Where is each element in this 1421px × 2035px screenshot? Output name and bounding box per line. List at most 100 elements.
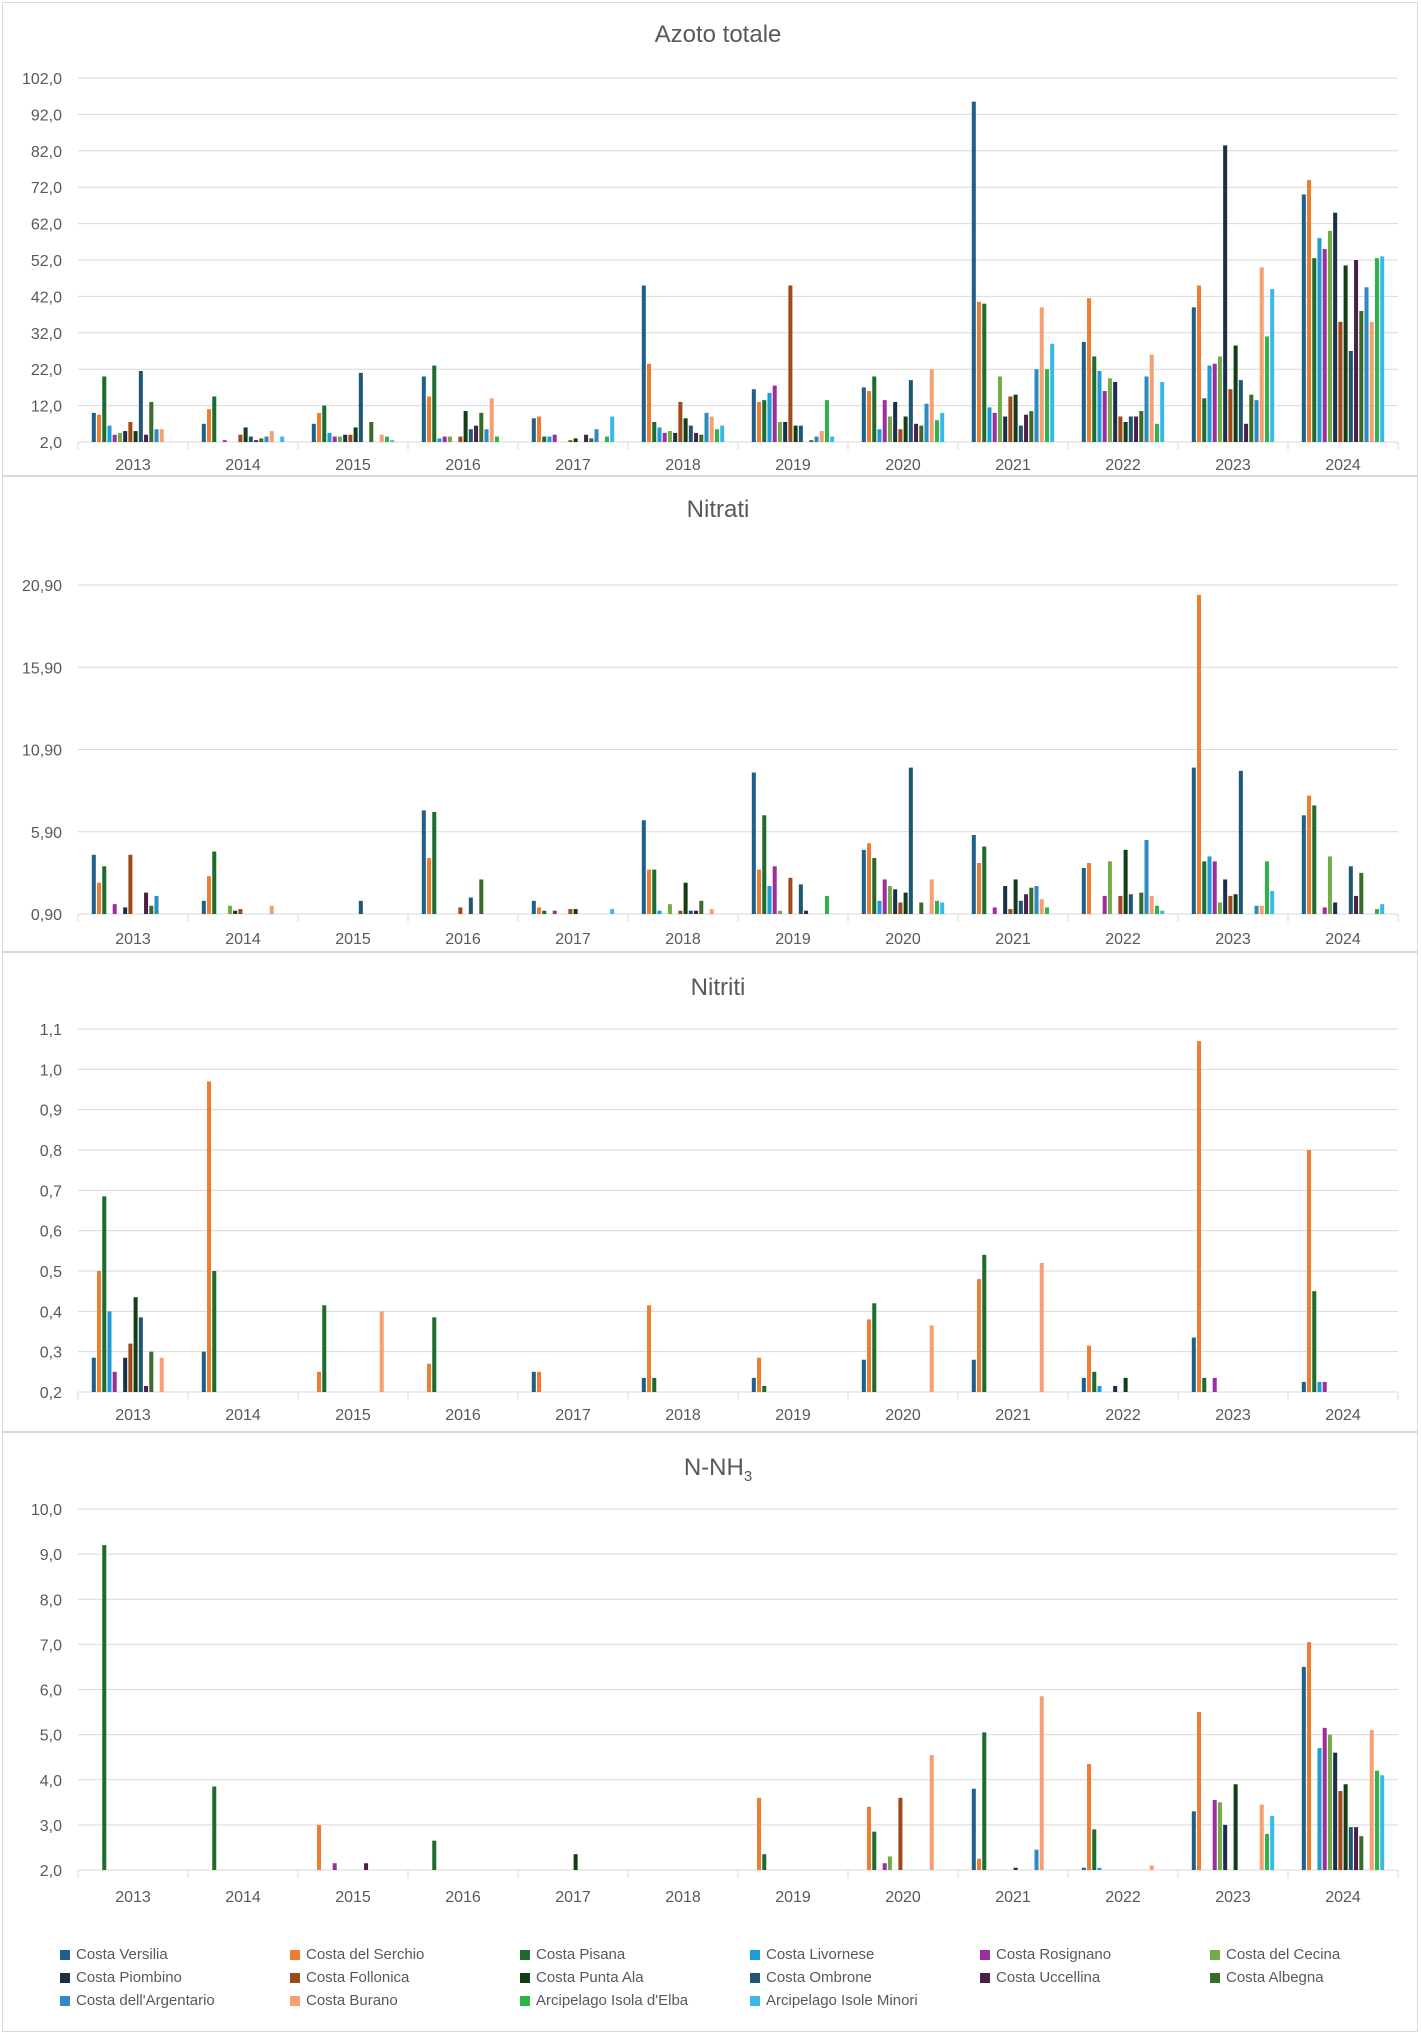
bar [1212, 1800, 1217, 1870]
bar [594, 429, 599, 442]
bar [212, 1786, 217, 1870]
x-tick-label: 2020 [885, 931, 921, 948]
legend-swatch [1210, 1949, 1220, 1960]
bar [982, 303, 987, 442]
bar [1259, 905, 1264, 914]
bar [432, 1317, 437, 1392]
x-tick-label: 2019 [775, 931, 811, 948]
y-tick-label: 92,0 [31, 107, 62, 124]
bar [934, 420, 939, 442]
legend-item: Costa Ombrone [750, 1969, 872, 1986]
x-tick-label: 2024 [1325, 457, 1361, 474]
x-tick-label: 2021 [995, 1407, 1031, 1424]
bar [243, 427, 248, 442]
bar [657, 427, 662, 442]
bar [102, 1545, 107, 1870]
bar [463, 411, 468, 442]
x-tick-label: 2013 [115, 457, 151, 474]
bar [762, 1854, 767, 1870]
bar [458, 436, 463, 442]
bar [1327, 856, 1332, 914]
bar [647, 363, 652, 442]
legend-swatch [290, 1972, 300, 1983]
panel-nitrati-frame [2, 476, 1418, 952]
bar [893, 889, 898, 914]
bar [280, 436, 285, 442]
bar [882, 879, 887, 914]
x-tick-label: 2016 [445, 1889, 481, 1906]
x-tick-label: 2021 [995, 1889, 1031, 1906]
legend-item: Costa del Serchio [290, 1946, 424, 1963]
legend-swatch [520, 1995, 530, 2006]
bar [1259, 1804, 1264, 1870]
bar [809, 440, 814, 442]
bar [1270, 890, 1275, 914]
y-tick-label: 0,7 [40, 1183, 62, 1200]
bar [1191, 1811, 1196, 1870]
bar [128, 854, 133, 914]
y-tick-label: 5,90 [31, 825, 62, 842]
bar [1228, 389, 1233, 442]
bar [1034, 369, 1039, 442]
bar [149, 905, 154, 914]
y-tick-label: 52,0 [31, 253, 62, 270]
bar [1374, 909, 1379, 914]
bar [479, 879, 484, 914]
bar [1113, 381, 1118, 442]
bar [762, 815, 767, 914]
x-tick-label: 2018 [665, 931, 701, 948]
bar [144, 1385, 149, 1392]
y-tick-label: 42,0 [31, 289, 62, 306]
chart-title: Azoto totale [655, 21, 782, 48]
bar [144, 892, 149, 914]
bar [1128, 416, 1133, 442]
bar [112, 904, 117, 914]
bar [1307, 1642, 1312, 1870]
bar [97, 1271, 102, 1392]
bar [678, 910, 683, 914]
bar [1233, 1784, 1238, 1870]
x-tick-label: 2020 [885, 1407, 921, 1424]
bar [138, 1317, 143, 1392]
bar [207, 1081, 212, 1392]
bar [1301, 1666, 1306, 1870]
bar [908, 767, 913, 914]
bar [762, 1385, 767, 1392]
bar [154, 429, 159, 442]
bar [1102, 895, 1107, 914]
bar [940, 902, 945, 914]
bar [987, 407, 992, 442]
bar [1144, 376, 1149, 442]
bar [919, 902, 924, 914]
bar [1364, 287, 1369, 442]
x-tick-label: 2018 [665, 1407, 701, 1424]
bar [317, 1824, 322, 1870]
bar [531, 1371, 536, 1392]
bar [1380, 1775, 1385, 1870]
bar [201, 423, 206, 442]
bar [688, 910, 693, 914]
bar [767, 392, 772, 442]
legend-label: Costa Uccellina [996, 1969, 1101, 1986]
bar [1312, 258, 1317, 442]
bar [379, 434, 384, 442]
legend-label: Arcipelago Isola d'Elba [536, 1992, 689, 2009]
legend-swatch [60, 1972, 70, 1983]
bar [269, 431, 274, 442]
y-tick-label: 0,2 [40, 1385, 62, 1402]
y-tick-label: 0,90 [31, 907, 62, 924]
bar [233, 910, 238, 914]
bar [824, 895, 829, 914]
legend-item: Costa Punta Ala [520, 1969, 644, 1986]
y-tick-label: 0,6 [40, 1224, 62, 1241]
bar [437, 438, 442, 442]
legend-swatch [750, 1995, 760, 2006]
bar [384, 436, 389, 442]
bar [201, 1351, 206, 1392]
bar [709, 909, 714, 914]
bar [1244, 423, 1249, 442]
bar [358, 900, 363, 914]
bar [982, 846, 987, 914]
bar [537, 907, 542, 914]
bar [133, 431, 138, 442]
